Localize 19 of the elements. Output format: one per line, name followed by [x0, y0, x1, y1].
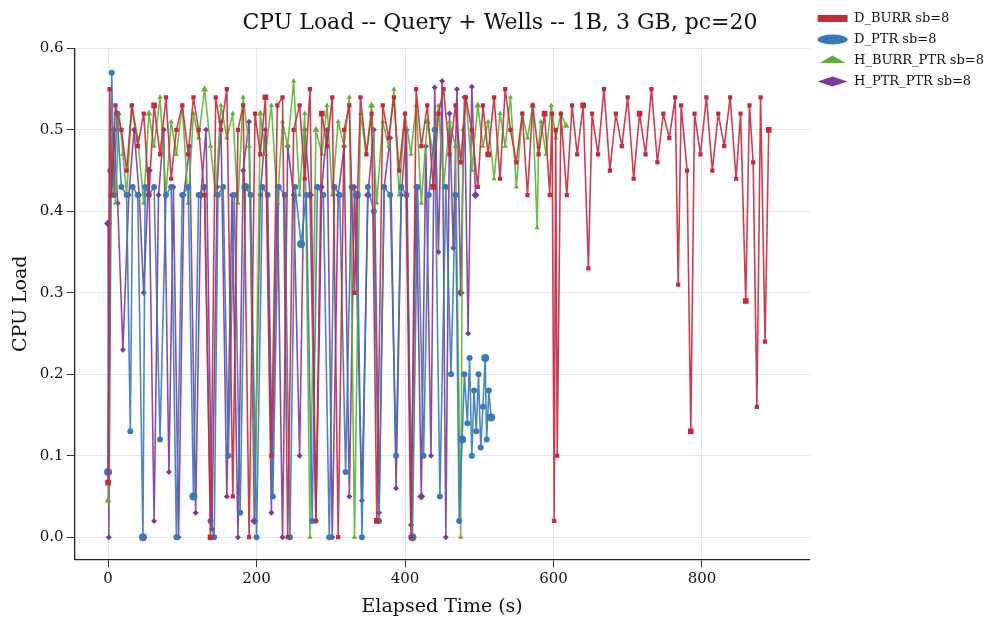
y-tick-label: 0.1: [39, 445, 64, 464]
y-tick-label: 0.4: [39, 201, 64, 220]
x-tick-label: 0: [103, 569, 113, 588]
legend-label: H_BURR_PTR sb=8: [854, 51, 984, 67]
y-tick-label: 0.0: [39, 527, 64, 546]
y-tick-label: 0.3: [39, 282, 64, 301]
x-tick-label: 200: [242, 569, 271, 588]
chart-title: CPU Load -- Query + Wells -- 1B, 3 GB, pc=20: [242, 8, 758, 34]
legend-label: H_PTR_PTR sb=8: [854, 72, 972, 88]
x-tick-label: 400: [390, 569, 420, 588]
y-tick-label: 0.2: [39, 364, 64, 383]
x-tick-label: 800: [687, 569, 717, 588]
y-axis-title: CPU Load: [8, 255, 31, 353]
x-axis-title: Elapsed Time (s): [361, 593, 523, 616]
x-tick-label: 600: [539, 569, 568, 588]
y-tick-label: 0.5: [39, 119, 64, 138]
legend-label: D_BURR sb=8: [854, 9, 950, 25]
legend-label: D_PTR sb=8: [854, 30, 937, 46]
y-tick-label: 0.6: [39, 38, 64, 57]
